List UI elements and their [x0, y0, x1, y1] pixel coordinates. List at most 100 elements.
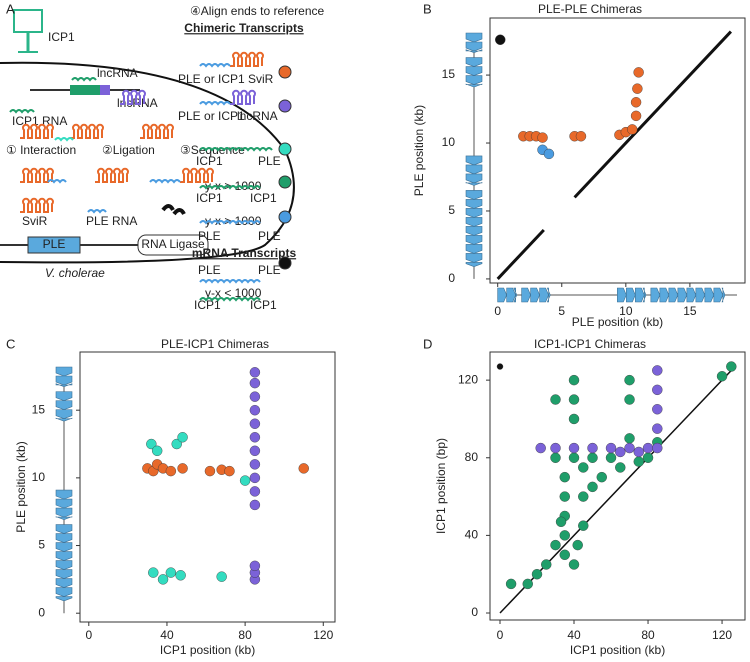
gene	[695, 287, 706, 303]
point	[249, 445, 261, 456]
srna	[20, 197, 54, 213]
chart-title: PLE-ICP1 Chimeras	[161, 337, 269, 351]
label: PLE	[258, 229, 281, 243]
x-axis-label: ICP1 position (kb)	[570, 643, 665, 657]
key-dot	[278, 99, 292, 113]
point	[555, 516, 567, 528]
x-tick-label: 0	[494, 304, 501, 318]
point	[224, 465, 235, 477]
label: ②Ligation	[102, 143, 155, 157]
point	[216, 571, 227, 582]
gene	[721, 287, 726, 303]
srna	[95, 167, 129, 183]
srna	[70, 123, 104, 139]
point	[175, 570, 186, 581]
label: PLE or ICP1	[178, 72, 245, 86]
point	[151, 445, 163, 456]
point	[559, 530, 570, 541]
y-tick-label: 40	[465, 528, 479, 542]
point	[624, 442, 635, 454]
point	[249, 560, 261, 572]
point	[505, 578, 517, 590]
y-axis-label: PLE position (kb)	[14, 441, 28, 532]
point	[652, 404, 663, 415]
point	[572, 539, 583, 551]
y-tick-label: 10	[32, 470, 46, 484]
rna	[199, 185, 261, 190]
point	[543, 148, 555, 160]
point	[249, 432, 261, 443]
plot-frame	[79, 351, 336, 623]
x-tick-label: 10	[619, 304, 633, 318]
point	[298, 463, 309, 474]
point	[249, 486, 261, 497]
y-tick-label: 120	[458, 372, 478, 386]
gene	[659, 287, 670, 303]
gene-track	[55, 366, 73, 614]
point	[249, 418, 261, 429]
gene	[465, 182, 483, 186]
gene	[513, 287, 518, 303]
gene	[465, 262, 483, 267]
point	[575, 131, 587, 142]
x-tick-label: 0	[497, 628, 504, 642]
gene	[465, 66, 483, 76]
gene	[677, 287, 688, 303]
gene-track	[465, 32, 483, 279]
gene	[465, 217, 483, 227]
point	[559, 471, 570, 483]
point	[249, 459, 261, 470]
key-dot	[278, 256, 292, 270]
label: PLE	[258, 263, 281, 277]
point	[249, 472, 261, 484]
x-tick-label: 5	[558, 304, 565, 318]
gene	[539, 287, 549, 303]
y-tick-label: 0	[471, 605, 478, 619]
key-dot	[278, 142, 292, 156]
gene	[55, 587, 73, 597]
gene	[70, 85, 100, 95]
label: ICP1	[250, 191, 277, 205]
gene	[668, 287, 679, 303]
gene	[465, 155, 483, 166]
point	[605, 452, 617, 463]
srna	[230, 51, 264, 67]
gene	[55, 375, 73, 386]
point	[148, 567, 159, 578]
point	[249, 404, 261, 416]
gene	[546, 287, 551, 303]
gene	[521, 287, 531, 303]
gene	[465, 208, 483, 218]
panel-letter: B	[423, 1, 432, 16]
schematic	[0, 9, 295, 264]
gene	[55, 551, 73, 561]
gene	[55, 498, 73, 509]
gene	[642, 287, 647, 303]
point	[632, 83, 643, 94]
gene	[465, 173, 483, 184]
point	[652, 384, 663, 396]
point	[568, 442, 580, 454]
rna	[47, 179, 67, 184]
gene	[713, 287, 724, 303]
label: SviR	[22, 214, 48, 228]
label: lncRNA	[237, 109, 278, 123]
label: ICP1	[196, 191, 223, 205]
point	[652, 423, 663, 434]
x-tick-label: 40	[567, 628, 581, 642]
point	[633, 67, 644, 78]
x-tick-label: 120	[313, 628, 333, 642]
srna	[120, 89, 146, 105]
gene	[465, 49, 483, 53]
gene	[617, 287, 627, 303]
point	[630, 110, 642, 122]
panel-letter: D	[423, 336, 432, 351]
srna	[20, 167, 54, 183]
gene	[497, 287, 508, 303]
y-axis-label: PLE position (kb)	[412, 105, 426, 196]
point	[204, 465, 216, 477]
point	[633, 446, 644, 458]
point	[541, 559, 552, 570]
point	[578, 462, 589, 473]
gene	[55, 417, 73, 422]
